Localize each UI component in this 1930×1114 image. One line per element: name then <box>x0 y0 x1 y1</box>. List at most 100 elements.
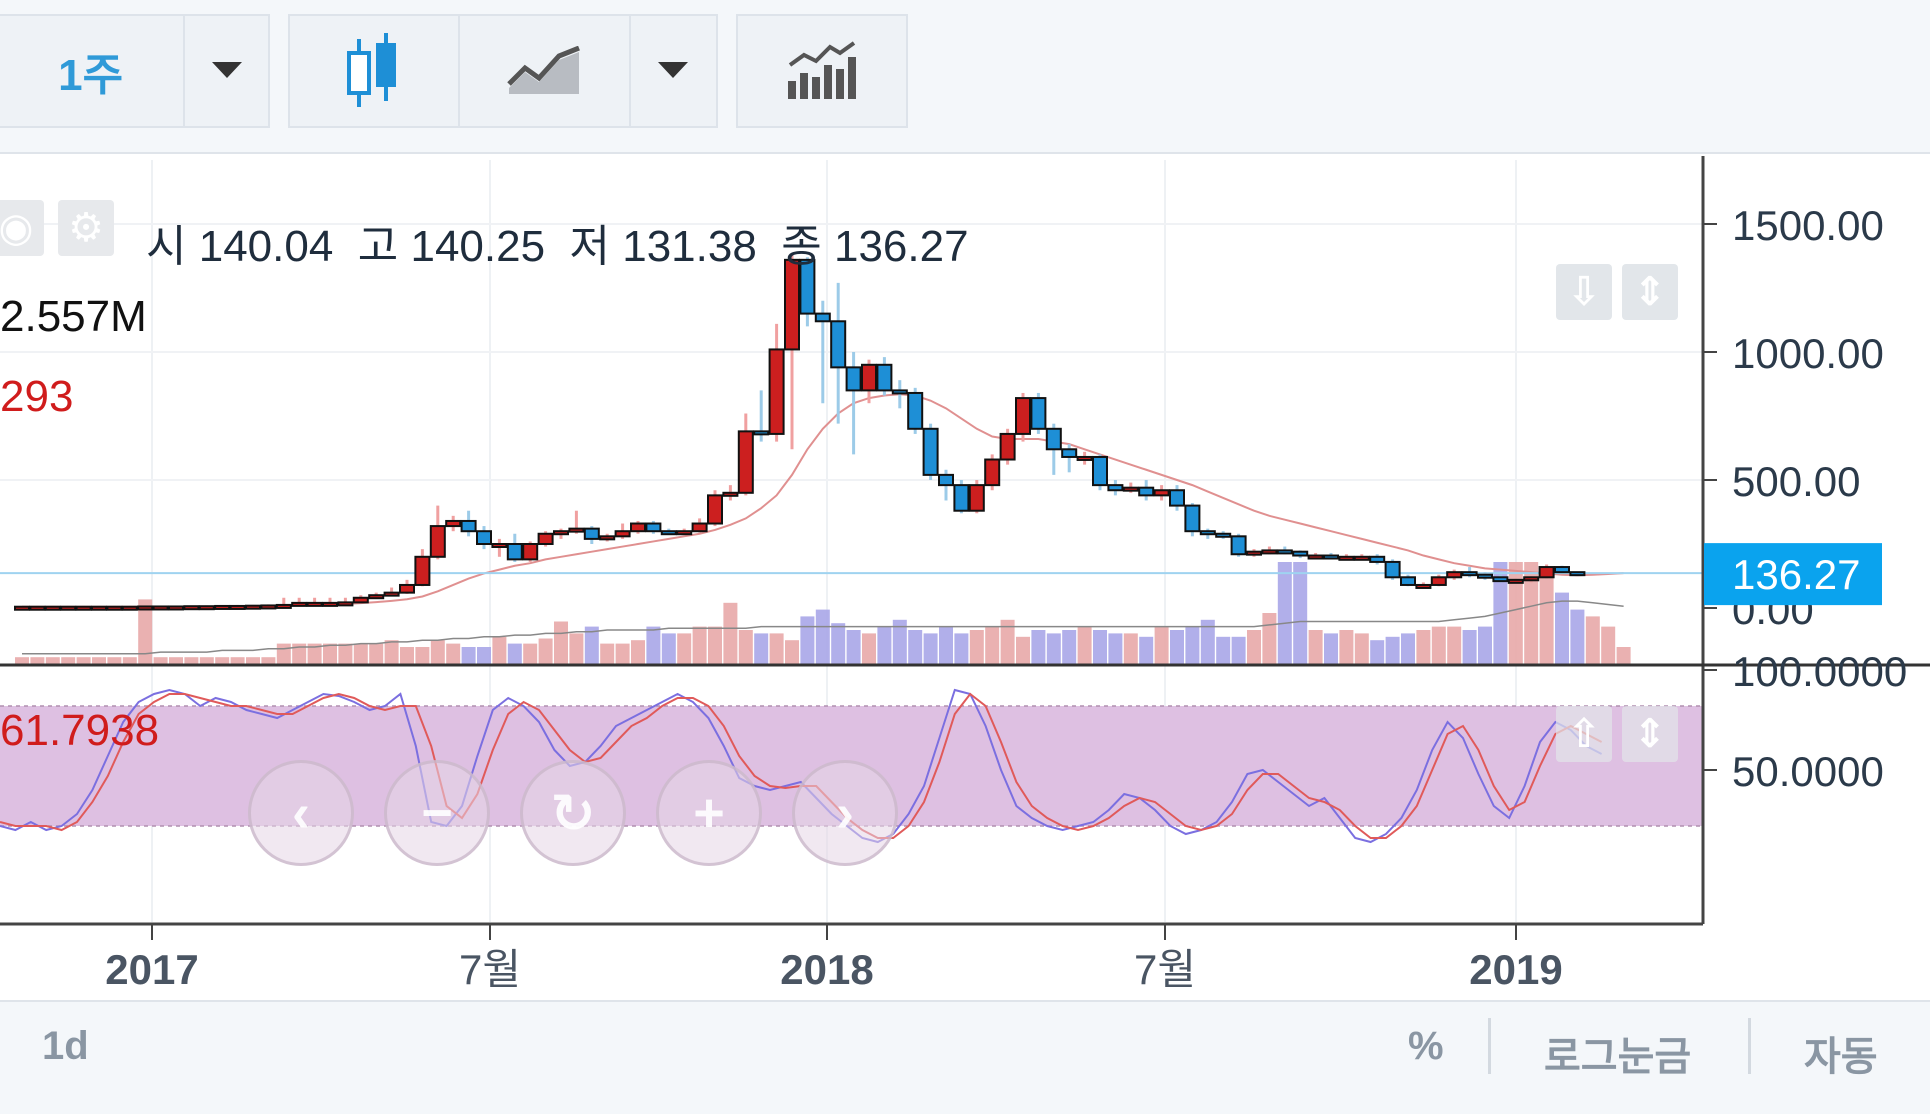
scale-down-button[interactable]: ⇩ <box>1556 264 1612 320</box>
candle-body <box>337 601 354 607</box>
volume-bar <box>1139 636 1154 664</box>
volume-bar <box>523 643 538 664</box>
indicators-button[interactable] <box>738 16 906 126</box>
zoom-out-button[interactable]: − <box>384 760 490 866</box>
candle-body <box>152 605 169 611</box>
scale-fit-button[interactable]: ⇕ <box>1622 264 1678 320</box>
volume-bar <box>45 657 60 664</box>
candle-body <box>352 596 369 604</box>
line-chart-button[interactable] <box>460 16 631 126</box>
volume-bar <box>138 599 153 664</box>
footer-divider <box>1488 1018 1491 1074</box>
candle-body <box>676 530 693 536</box>
open-label: 시 <box>146 222 187 271</box>
candle-body <box>737 430 754 494</box>
volume-bar <box>1601 626 1616 664</box>
volume-bar <box>1616 647 1631 664</box>
candle-body <box>429 525 446 558</box>
volume-bar <box>892 619 907 664</box>
volume-bar <box>415 647 430 664</box>
eye-icon: ◉ <box>0 206 34 250</box>
candle-body <box>368 594 385 600</box>
volume-bar <box>1354 633 1369 664</box>
line-chart-icon <box>506 46 580 94</box>
candle-body <box>229 604 246 610</box>
candle-body <box>614 530 631 538</box>
candle-body <box>799 258 816 315</box>
volume-bar <box>1108 633 1123 664</box>
period-button[interactable]: 1주 <box>0 16 186 126</box>
candle-body <box>1369 555 1386 563</box>
visibility-toggle-button[interactable]: ◉ <box>0 200 44 256</box>
candlestick-button[interactable] <box>290 16 461 126</box>
candle-body <box>260 604 277 610</box>
candle-body <box>121 605 138 611</box>
candle-body <box>1415 583 1432 589</box>
chevron-right-icon: › <box>836 783 854 843</box>
volume-bar <box>877 626 892 664</box>
arrow-up-icon: ⇧ <box>1567 712 1601 756</box>
candle-body <box>1353 555 1370 561</box>
period-label: 1주 <box>58 51 124 100</box>
candle-body <box>722 491 739 497</box>
volume-bar <box>1000 619 1015 664</box>
candle-body <box>1261 549 1278 555</box>
candle-body <box>168 605 184 611</box>
candle-body <box>1492 576 1509 583</box>
volume-bar <box>646 626 661 664</box>
volume-ma-line <box>22 600 1624 655</box>
chevron-down-icon <box>658 62 689 78</box>
volume-bar <box>353 643 368 664</box>
volume-bar <box>477 647 491 664</box>
interval-label[interactable]: 1d <box>42 1024 89 1068</box>
volume-bar <box>1123 633 1138 664</box>
x-tick-label: 2018 <box>780 946 873 993</box>
volume-bar <box>939 626 953 664</box>
volume-bar <box>430 640 445 664</box>
stoch-scale-up-button[interactable]: ⇧ <box>1556 706 1612 762</box>
volume-bar <box>708 626 722 664</box>
stoch-scale-fit-button[interactable]: ⇕ <box>1622 706 1678 762</box>
close-value: 136.27 <box>833 222 969 271</box>
volume-bar <box>1200 619 1215 664</box>
candle-body <box>691 522 708 533</box>
scroll-right-button[interactable]: › <box>792 760 898 866</box>
zoom-in-button[interactable]: + <box>656 760 762 866</box>
candle-body <box>814 312 831 323</box>
candle-body <box>907 391 924 430</box>
period-dropdown-button[interactable] <box>185 16 268 126</box>
volume-bar <box>215 657 230 664</box>
volume-bar <box>1231 636 1246 664</box>
volume-bar <box>1277 562 1292 664</box>
volume-bar <box>1247 630 1261 664</box>
volume-bar <box>400 647 414 664</box>
arrow-down-icon: ⇩ <box>1567 270 1601 314</box>
candle-body <box>399 583 415 594</box>
volume-bar <box>107 657 122 664</box>
candle-body <box>1338 555 1355 561</box>
chart-type-dropdown-button[interactable] <box>631 16 716 126</box>
candle-body <box>861 363 877 392</box>
volume-bar <box>954 633 969 664</box>
volume-bar <box>631 640 645 664</box>
volume-bar <box>169 657 183 664</box>
log-scale-button[interactable]: 로그눈금 <box>1544 1035 1692 1079</box>
volume-bar <box>538 638 553 664</box>
candle-body <box>953 484 970 512</box>
candle-body <box>1015 397 1031 435</box>
volume-bar <box>969 630 984 664</box>
last-price-label: 136.27 <box>1732 551 1860 598</box>
volume-bar <box>307 643 322 664</box>
volume-bar <box>446 643 461 664</box>
reset-button[interactable]: ↻ <box>520 760 626 866</box>
candle-body <box>291 601 308 607</box>
auto-scale-button[interactable]: 자동 <box>1804 1035 1878 1079</box>
settings-button[interactable]: ⚙ <box>58 200 114 256</box>
scroll-left-button[interactable]: ‹ <box>248 760 354 866</box>
candle-body <box>198 605 215 611</box>
candle-body <box>1246 550 1262 556</box>
percent-scale-button[interactable]: % <box>1408 1024 1444 1068</box>
candle-body <box>1230 535 1247 556</box>
volume-bar <box>261 657 276 664</box>
footer-divider <box>1748 1018 1751 1074</box>
